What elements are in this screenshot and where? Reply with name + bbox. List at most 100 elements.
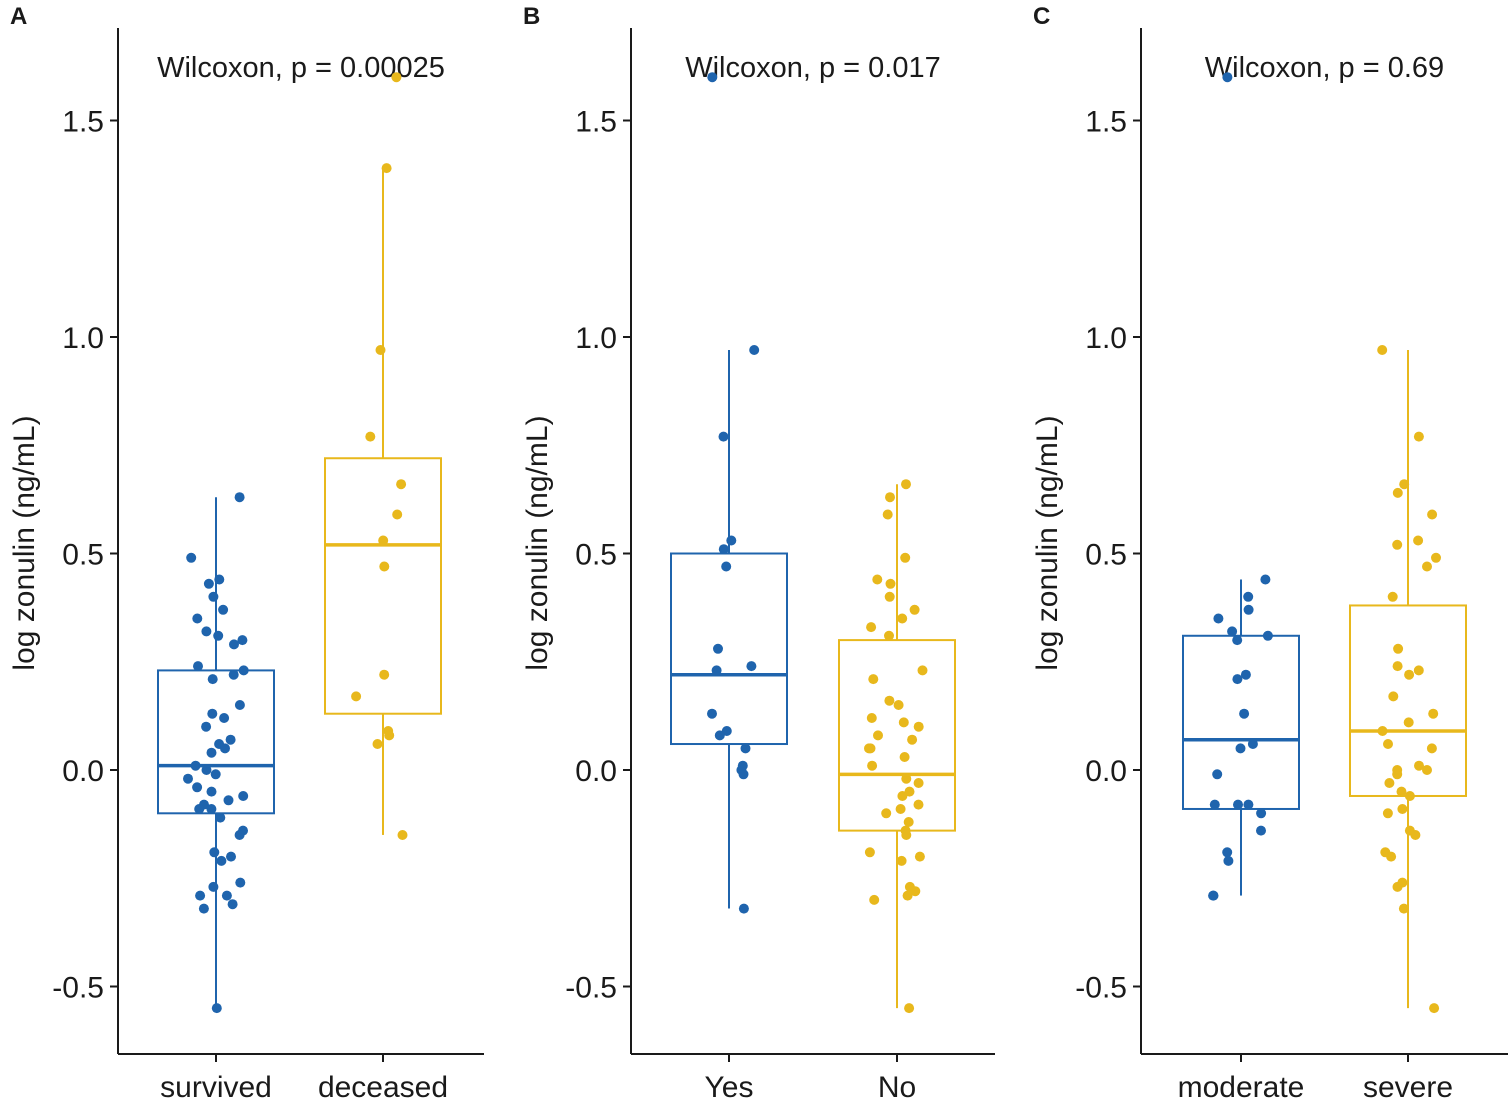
- data-point: [1388, 691, 1399, 702]
- data-point: [397, 830, 408, 840]
- data-point: [206, 747, 217, 758]
- data-point: [193, 661, 203, 672]
- data-point: [1240, 669, 1251, 680]
- y-tick-label: 0.5: [62, 539, 104, 572]
- data-point: [227, 899, 238, 910]
- data-point: [1392, 769, 1403, 780]
- data-point: [740, 743, 751, 754]
- y-tick-label: 1.0: [62, 322, 104, 355]
- data-point: [384, 730, 395, 741]
- data-point: [738, 769, 749, 780]
- data-point: [1393, 643, 1404, 654]
- y-tick-label: -0.5: [52, 972, 104, 1005]
- y-tick-label: 0.5: [575, 539, 617, 572]
- data-point: [1233, 799, 1243, 810]
- data-point: [1222, 847, 1233, 858]
- data-point: [1413, 431, 1424, 442]
- x-tick-label: survived: [160, 1071, 272, 1104]
- y-tick-label: 0.0: [575, 755, 617, 788]
- data-point: [213, 630, 224, 641]
- y-tick-label: 1.5: [62, 106, 104, 139]
- data-point: [195, 890, 206, 901]
- iqr-box: [838, 639, 956, 832]
- data-point: [884, 630, 894, 641]
- data-point: [864, 847, 875, 858]
- data-point: [392, 509, 403, 520]
- data-point: [1386, 851, 1397, 862]
- data-point: [884, 695, 895, 706]
- data-point: [910, 886, 921, 897]
- data-point: [900, 552, 911, 563]
- data-point: [867, 760, 878, 771]
- data-point: [234, 830, 245, 840]
- data-point: [201, 765, 212, 775]
- data-point: [1232, 674, 1243, 685]
- y-tick-label: 0.0: [62, 755, 104, 788]
- data-point: [1222, 72, 1233, 83]
- data-point: [1262, 630, 1273, 641]
- x-tick-label: deceased: [318, 1071, 448, 1104]
- data-point: [1256, 808, 1267, 819]
- series-deceased: [324, 72, 442, 840]
- data-point: [219, 713, 230, 723]
- data-point: [1428, 708, 1439, 719]
- data-point: [1429, 1003, 1440, 1014]
- data-point: [1398, 903, 1409, 914]
- data-point: [192, 782, 203, 793]
- iqr-box: [157, 669, 275, 815]
- data-point: [203, 578, 214, 589]
- data-point: [884, 591, 895, 602]
- series-survived: [157, 492, 275, 1014]
- y-axis-title: log zonulin (ng/mL): [521, 415, 554, 670]
- data-point: [1397, 804, 1408, 814]
- data-point: [215, 812, 226, 823]
- data-point: [220, 743, 230, 754]
- data-point: [221, 890, 232, 901]
- data-point: [379, 669, 390, 680]
- data-point: [1413, 665, 1424, 676]
- data-point: [901, 830, 912, 840]
- data-point: [902, 890, 913, 901]
- data-point: [707, 72, 718, 83]
- data-point: [897, 613, 908, 624]
- data-point: [897, 791, 908, 801]
- data-point: [898, 717, 909, 728]
- series-Yes: [670, 72, 788, 914]
- data-point: [1422, 765, 1432, 775]
- data-point: [913, 778, 924, 788]
- data-point: [909, 604, 920, 615]
- panel-a: A -0.5 0.0 0.5 1.0 1.5 log zonulin (ng/mL) Wilc…: [8, 3, 484, 1104]
- data-point: [1404, 791, 1415, 801]
- y-tick-label: 1.5: [1085, 106, 1127, 139]
- iqr-box: [324, 457, 442, 715]
- data-point: [207, 674, 218, 685]
- data-point: [868, 674, 879, 685]
- data-point: [1243, 799, 1254, 810]
- data-point: [899, 752, 910, 762]
- iqr-box: [1182, 634, 1300, 810]
- data-point: [1212, 769, 1223, 780]
- data-point: [186, 552, 197, 563]
- data-point: [873, 730, 883, 741]
- data-point: [738, 903, 749, 914]
- data-point: [1247, 739, 1258, 749]
- data-point: [1392, 539, 1403, 550]
- data-point: [216, 855, 227, 866]
- data-point: [379, 561, 390, 572]
- data-point: [223, 795, 234, 806]
- data-point: [869, 894, 880, 905]
- data-point: [372, 739, 383, 749]
- data-point: [1209, 799, 1220, 810]
- data-point: [864, 743, 874, 754]
- data-point: [194, 804, 205, 814]
- data-point: [183, 773, 193, 784]
- data-point: [201, 721, 212, 732]
- data-point: [866, 622, 877, 633]
- data-point: [721, 561, 732, 572]
- data-point: [901, 479, 911, 490]
- data-point: [206, 804, 217, 814]
- y-tick-label: 1.5: [575, 106, 617, 139]
- series-No: [838, 479, 956, 1014]
- data-point: [1404, 669, 1415, 680]
